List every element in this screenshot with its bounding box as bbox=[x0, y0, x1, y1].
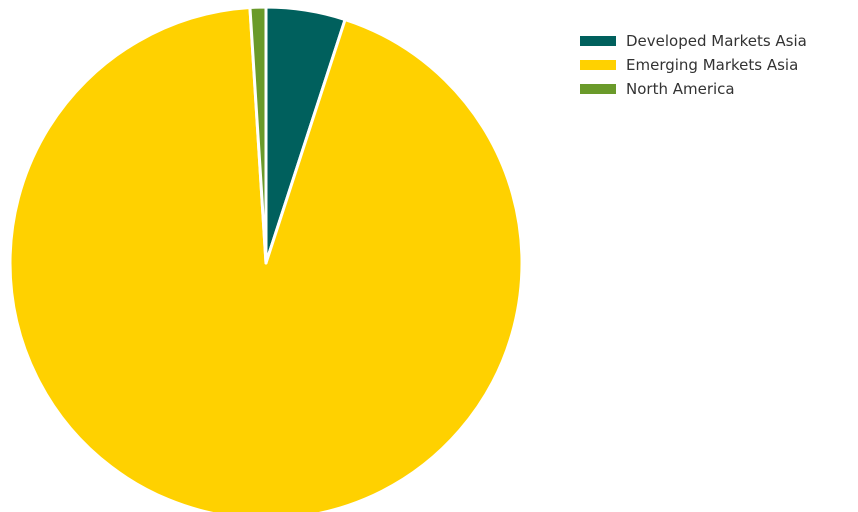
legend-item: Developed Markets Asia bbox=[580, 32, 807, 50]
legend-item: Emerging Markets Asia bbox=[580, 56, 807, 74]
legend-label: North America bbox=[626, 80, 735, 98]
pie-slice-north-america bbox=[248, 5, 268, 265]
legend-item: North America bbox=[580, 80, 807, 98]
legend-swatch bbox=[580, 60, 616, 70]
chart-legend: Developed Markets Asia Emerging Markets A… bbox=[580, 32, 807, 98]
legend-label: Emerging Markets Asia bbox=[626, 56, 799, 74]
pie-slice-emerging-markets-asia bbox=[8, 6, 524, 512]
legend-swatch bbox=[580, 84, 616, 94]
legend-swatch bbox=[580, 36, 616, 46]
legend-label: Developed Markets Asia bbox=[626, 32, 807, 50]
